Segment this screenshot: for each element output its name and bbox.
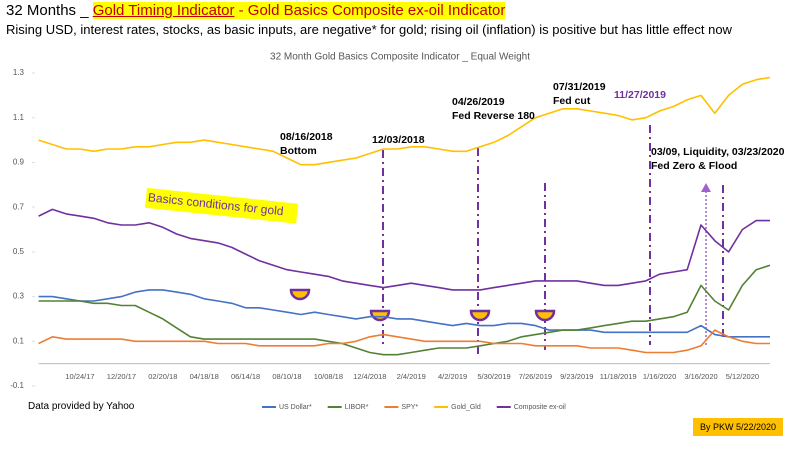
chart-title: 32 Month Gold Basics Composite Indicator… [270,52,530,63]
annotation: 07/31/2019 [553,81,606,93]
x-tick-label: 08/10/18 [272,372,301,381]
legend-label: Gold_Gld [451,404,481,411]
y-tick-label: 1.3 [13,68,25,77]
x-tick-label: 02/20/18 [148,372,177,381]
annotation: 12/03/2018 [372,134,425,146]
y-tick-label: 0.3 [13,292,25,301]
x-tick-label: 9/23/2019 [560,372,593,381]
header-rest: - Gold Basics Composite ex-oil Indicator [234,2,506,19]
header-highlight-box: Gold Timing Indicator - Gold Basics Comp… [92,2,506,19]
header-highlight: Gold Timing Indicator [92,2,235,19]
legend-label: US Dollar* [279,404,312,411]
x-tick-label: 7/26/2019 [519,372,552,381]
annotation: 11/27/2019 [614,89,666,101]
x-tick-label: 12/4/2018 [353,372,386,381]
half-circle [469,309,491,322]
x-tick-label: 3/16/2020 [684,372,717,381]
annotation: Fed Reverse 180 [452,110,535,122]
series-line [38,76,771,166]
callout: Basics conditions for gold [144,187,299,224]
half-circle [369,309,391,322]
annotation: 03/09, Liquidity, 03/23/2020 [651,146,785,158]
annotation: 04/26/2019 [452,96,505,108]
x-tick-label: 12/20/17 [107,372,136,381]
subtitle: Rising USD, interest rates, stocks, as b… [6,22,732,37]
x-tick-label: 10/24/17 [65,372,94,381]
series-line [38,289,770,338]
annotation: Bottom [280,145,317,157]
half-circle [534,309,556,322]
credit: By PKW 5/22/2020 [693,418,783,436]
x-tick-label: 1/16/2020 [643,372,676,381]
header-prefix: 32 Months _ [6,2,93,19]
x-tick-label: 04/18/18 [190,372,219,381]
series-line [38,329,770,354]
x-tick-label: 5/30/2019 [477,372,510,381]
series-line [38,264,771,356]
legend-label: SPY* [401,404,418,411]
header: 32 Months _ Gold Timing Indicator - Gold… [6,2,506,19]
annotation: Fed Zero & Flood [651,160,737,172]
series-line [38,208,770,291]
y-tick-label: 0.1 [13,336,25,345]
annotation: Fed cut [553,95,591,107]
x-tick-label: 2/4/2019 [397,372,426,381]
x-tick-label: 5/12/2020 [726,372,759,381]
source: Data provided by Yahoo [28,401,135,412]
x-tick-label: 06/14/18 [231,372,260,381]
legend-label: LIBOR* [345,404,369,411]
x-tick-label: 11/18/2019 [600,372,637,381]
legend-label: Composite ex-oil [514,404,567,411]
half-circle [289,288,311,301]
x-tick-label: 4/2/2019 [438,372,467,381]
y-tick-label: 1.1 [13,113,25,122]
y-tick-label: 0.7 [13,202,25,211]
arrow-head [701,183,711,192]
y-tick-label: -0.1 [10,381,24,390]
x-tick-label: 10/08/18 [314,372,343,381]
y-tick-label: 0.9 [13,158,25,167]
y-tick-label: 0.5 [13,247,25,256]
annotation: 08/16/2018 [280,131,333,143]
callout-box [144,187,299,224]
